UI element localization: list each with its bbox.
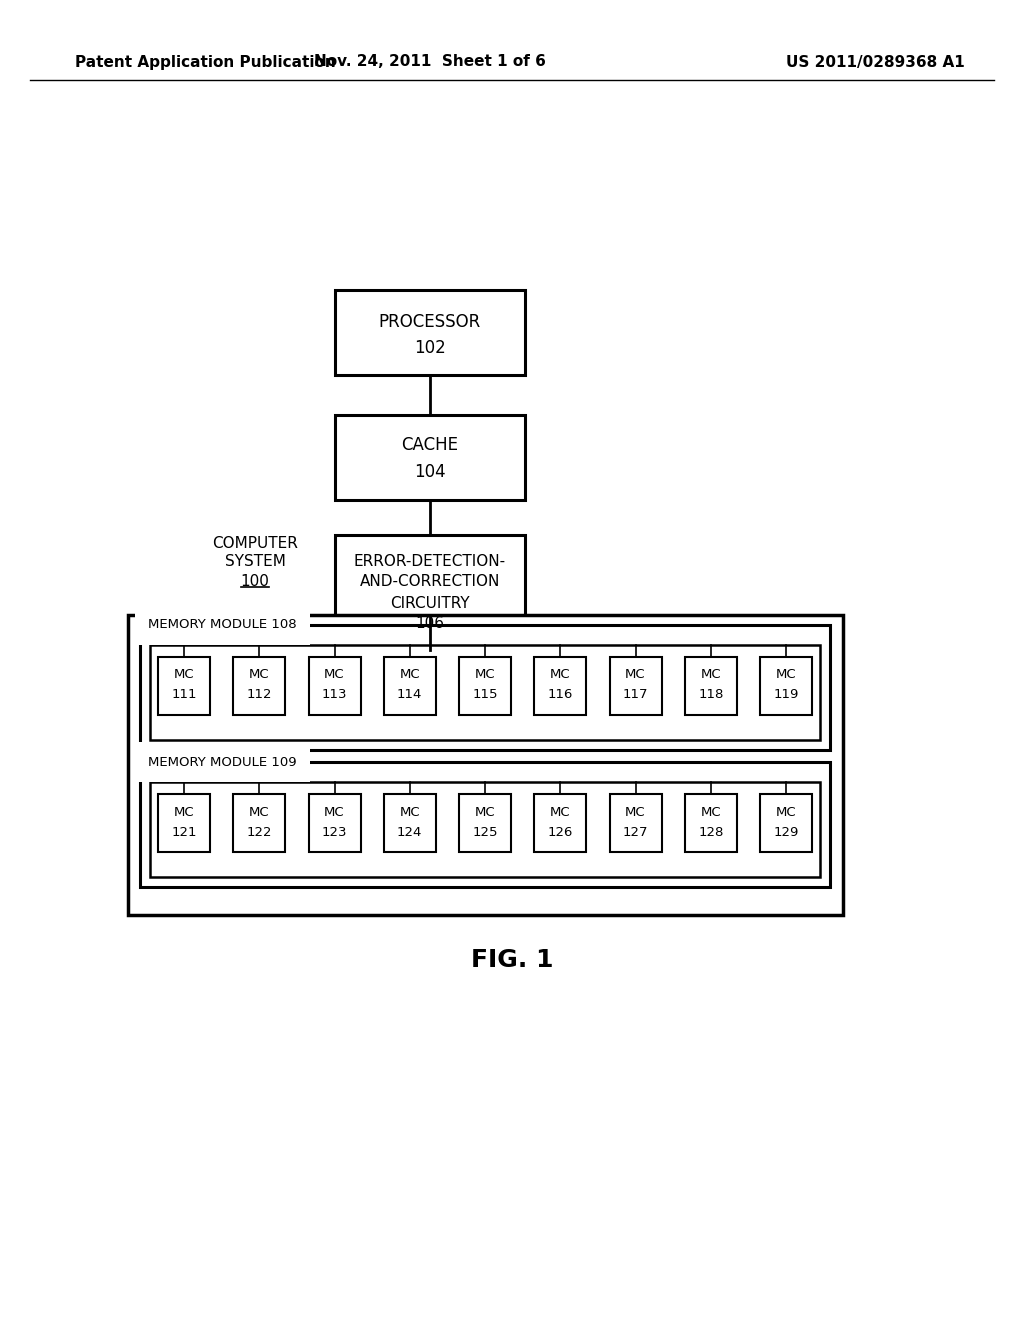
Bar: [459, 657, 511, 715]
Text: MC: MC: [174, 805, 195, 818]
Bar: [685, 657, 736, 715]
Text: 102: 102: [414, 339, 445, 356]
Text: SYSTEM: SYSTEM: [224, 554, 286, 569]
Text: MC: MC: [550, 805, 570, 818]
Bar: [535, 795, 587, 851]
Bar: [308, 795, 360, 851]
Bar: [128, 615, 843, 915]
Text: MEMORY MODULE 108: MEMORY MODULE 108: [148, 619, 297, 631]
Text: MC: MC: [776, 805, 797, 818]
Bar: [685, 795, 736, 851]
Bar: [140, 762, 830, 887]
Bar: [150, 645, 820, 741]
Bar: [384, 657, 436, 715]
Text: 114: 114: [397, 689, 423, 701]
Text: 127: 127: [623, 825, 648, 838]
Text: Patent Application Publication: Patent Application Publication: [75, 54, 336, 70]
Text: 128: 128: [698, 825, 723, 838]
Text: 126: 126: [548, 825, 573, 838]
Bar: [335, 414, 525, 500]
Text: MC: MC: [399, 668, 420, 681]
Text: FIG. 1: FIG. 1: [471, 948, 553, 972]
Text: 119: 119: [773, 689, 799, 701]
Bar: [233, 657, 286, 715]
Text: CACHE: CACHE: [401, 436, 459, 454]
Bar: [459, 795, 511, 851]
Bar: [233, 795, 286, 851]
Text: MC: MC: [325, 805, 345, 818]
Text: MC: MC: [475, 805, 496, 818]
Text: MC: MC: [700, 805, 721, 818]
Text: MC: MC: [475, 668, 496, 681]
Text: 122: 122: [247, 825, 272, 838]
Bar: [609, 657, 662, 715]
Text: MC: MC: [249, 668, 269, 681]
Bar: [609, 795, 662, 851]
Bar: [384, 795, 436, 851]
Bar: [140, 624, 830, 750]
Text: 111: 111: [171, 689, 197, 701]
Text: 125: 125: [472, 825, 498, 838]
Bar: [158, 657, 210, 715]
Bar: [335, 535, 525, 649]
Text: 112: 112: [247, 689, 272, 701]
Bar: [158, 795, 210, 851]
Text: ERROR-DETECTION-: ERROR-DETECTION-: [354, 553, 506, 569]
Text: 116: 116: [548, 689, 573, 701]
Text: 129: 129: [773, 825, 799, 838]
Text: 118: 118: [698, 689, 723, 701]
Text: 100: 100: [241, 573, 269, 589]
Text: 113: 113: [322, 689, 347, 701]
Text: 123: 123: [322, 825, 347, 838]
Bar: [308, 657, 360, 715]
Bar: [535, 657, 587, 715]
Text: 106: 106: [416, 616, 444, 631]
Text: MC: MC: [325, 668, 345, 681]
Text: US 2011/0289368 A1: US 2011/0289368 A1: [785, 54, 965, 70]
Text: 121: 121: [171, 825, 197, 838]
Text: MC: MC: [700, 668, 721, 681]
Text: Nov. 24, 2011  Sheet 1 of 6: Nov. 24, 2011 Sheet 1 of 6: [314, 54, 546, 70]
Text: MEMORY MODULE 109: MEMORY MODULE 109: [148, 755, 297, 768]
Text: MC: MC: [174, 668, 195, 681]
Bar: [760, 795, 812, 851]
Bar: [150, 781, 820, 876]
Text: MC: MC: [626, 668, 646, 681]
Text: MC: MC: [249, 805, 269, 818]
Bar: [335, 290, 525, 375]
Bar: [760, 657, 812, 715]
Text: 117: 117: [623, 689, 648, 701]
Text: MC: MC: [626, 805, 646, 818]
Text: 104: 104: [414, 463, 445, 480]
Text: PROCESSOR: PROCESSOR: [379, 313, 481, 331]
Text: MC: MC: [399, 805, 420, 818]
Text: MC: MC: [550, 668, 570, 681]
Text: 115: 115: [472, 689, 498, 701]
Text: COMPUTER: COMPUTER: [212, 536, 298, 550]
Text: AND-CORRECTION: AND-CORRECTION: [359, 574, 500, 590]
Text: CIRCUITRY: CIRCUITRY: [390, 595, 470, 610]
Text: 124: 124: [397, 825, 423, 838]
Text: MC: MC: [776, 668, 797, 681]
